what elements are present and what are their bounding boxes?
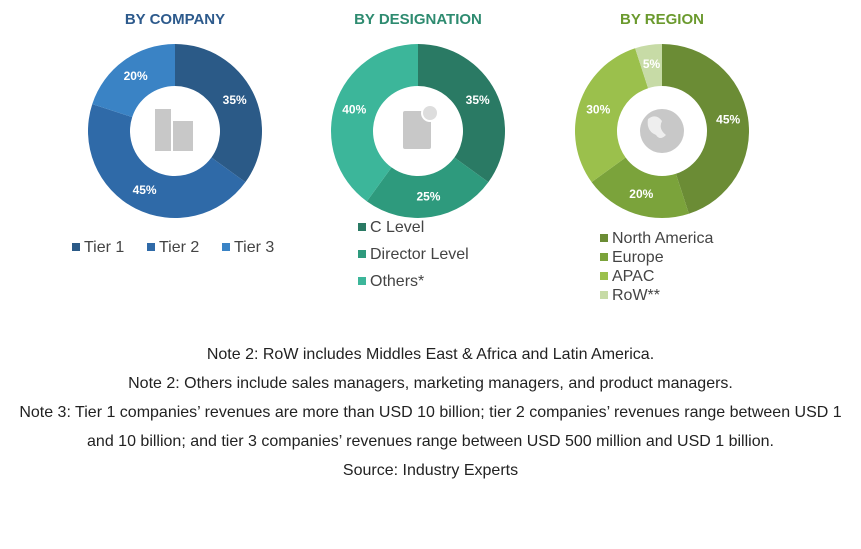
charts: BY COMPANY 35% Tier 1 45% Tier 2 20% Tier 3 BY … (72, 11, 749, 304)
legend-swatch (147, 243, 155, 251)
donut-slice (635, 44, 662, 89)
icon (173, 121, 193, 151)
legend-label: Others* (370, 273, 424, 290)
donut-slice (662, 44, 749, 214)
legend-swatch (600, 253, 608, 261)
legend-swatch (600, 291, 608, 299)
icon (155, 109, 171, 151)
note: Note 3: Tier 1 companies’ revenues are m… (19, 404, 842, 450)
data-label: 25% (416, 189, 440, 203)
legend-swatch (600, 234, 608, 242)
legend-swatch (358, 223, 366, 231)
donut-slice (418, 44, 506, 183)
data-label: 45% (133, 183, 157, 197)
donut-slice (92, 43, 175, 118)
legend-swatch (358, 277, 366, 285)
data-label: 35% (466, 93, 490, 107)
donut-slice (591, 157, 689, 218)
legend-swatch (72, 243, 80, 251)
legend-label: North America (612, 230, 713, 247)
chart-title: BY REGION (620, 11, 704, 28)
legend-label: APAC (612, 268, 654, 285)
chart-title: BY DESIGNATION (354, 11, 482, 28)
legend-label: Director Level (370, 246, 469, 263)
legend-label: C Level (370, 219, 424, 236)
data-label: 40% (342, 102, 366, 116)
data-label: 35% (223, 93, 247, 107)
data-label: 20% (124, 69, 148, 83)
note: Note 2: RoW includes Middles East & Afri… (206, 346, 655, 363)
donut-slice (175, 44, 262, 183)
legend-label: Europe (612, 249, 664, 266)
data-label: 5% (643, 57, 661, 71)
legend-label: Tier 2 (159, 239, 199, 256)
legend-label: Tier 1 (84, 239, 124, 256)
source: Source: Industry Experts (342, 462, 519, 479)
data-label: 45% (716, 113, 740, 127)
icon (647, 116, 666, 138)
icon (421, 104, 439, 122)
legend-label: Tier 3 (234, 239, 274, 256)
legend-swatch (358, 250, 366, 258)
donut-slice (330, 43, 418, 202)
data-label: 30% (586, 102, 610, 116)
notes: Note 2: RoW includes Middles East & Afri… (10, 340, 851, 485)
donut-slice (88, 104, 246, 218)
legend-swatch (222, 243, 230, 251)
donut-slice (366, 157, 489, 219)
icon (403, 111, 431, 149)
note: Note 2: Others include sales managers, m… (128, 375, 733, 392)
donut-slice (575, 48, 649, 183)
data-label: 20% (629, 187, 653, 201)
chart-title: BY COMPANY (125, 11, 225, 28)
legend-swatch (600, 272, 608, 280)
legend-label: RoW** (612, 287, 660, 304)
